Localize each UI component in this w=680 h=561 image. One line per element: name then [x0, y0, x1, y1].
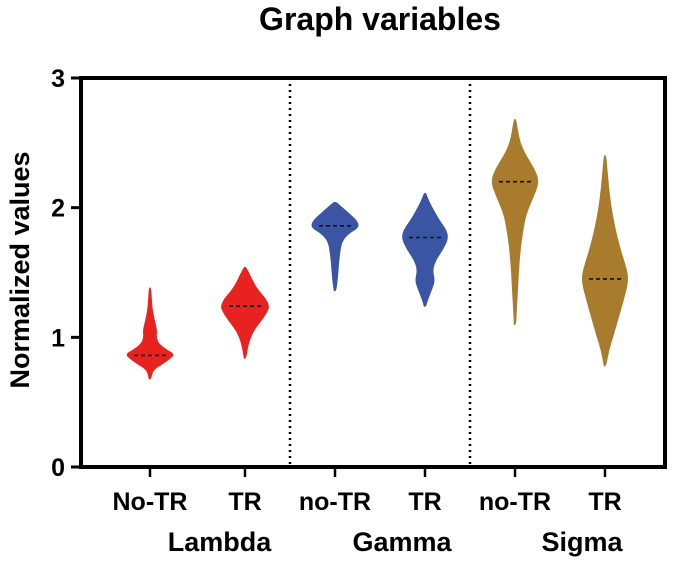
plot-area: No-TR TR Lambda no-TR TR Gamma no-TR TR Sigma 0 1 2… [51, 65, 667, 557]
y-tick-label: 3 [51, 65, 65, 93]
x-category-label: no-TR [479, 488, 551, 516]
x-category-label: No-TR [113, 488, 188, 516]
chart-title: Graph variables [259, 1, 501, 37]
violin-gamma-tr [402, 192, 448, 307]
y-tick-label: 0 [51, 454, 65, 482]
y-tick-label: 2 [51, 195, 65, 223]
x-category-label: TR [228, 488, 261, 516]
group-label: Lambda [168, 527, 273, 557]
violin-lambda-tr [221, 266, 269, 359]
violin-sigma-no-tr [491, 118, 539, 325]
violin-gamma-no-tr [311, 201, 359, 292]
group-label: Sigma [541, 527, 623, 557]
violin-lambda-no-tr [126, 287, 174, 380]
x-category-label: TR [588, 488, 621, 516]
y-axis-label: Normalized values [5, 151, 35, 388]
y-tick-label: 1 [51, 324, 65, 352]
plot-frame [79, 76, 667, 469]
group-label: Gamma [352, 527, 452, 557]
violin-sigma-tr [582, 155, 628, 367]
x-category-label: no-TR [299, 488, 371, 516]
x-category-label: TR [408, 488, 441, 516]
